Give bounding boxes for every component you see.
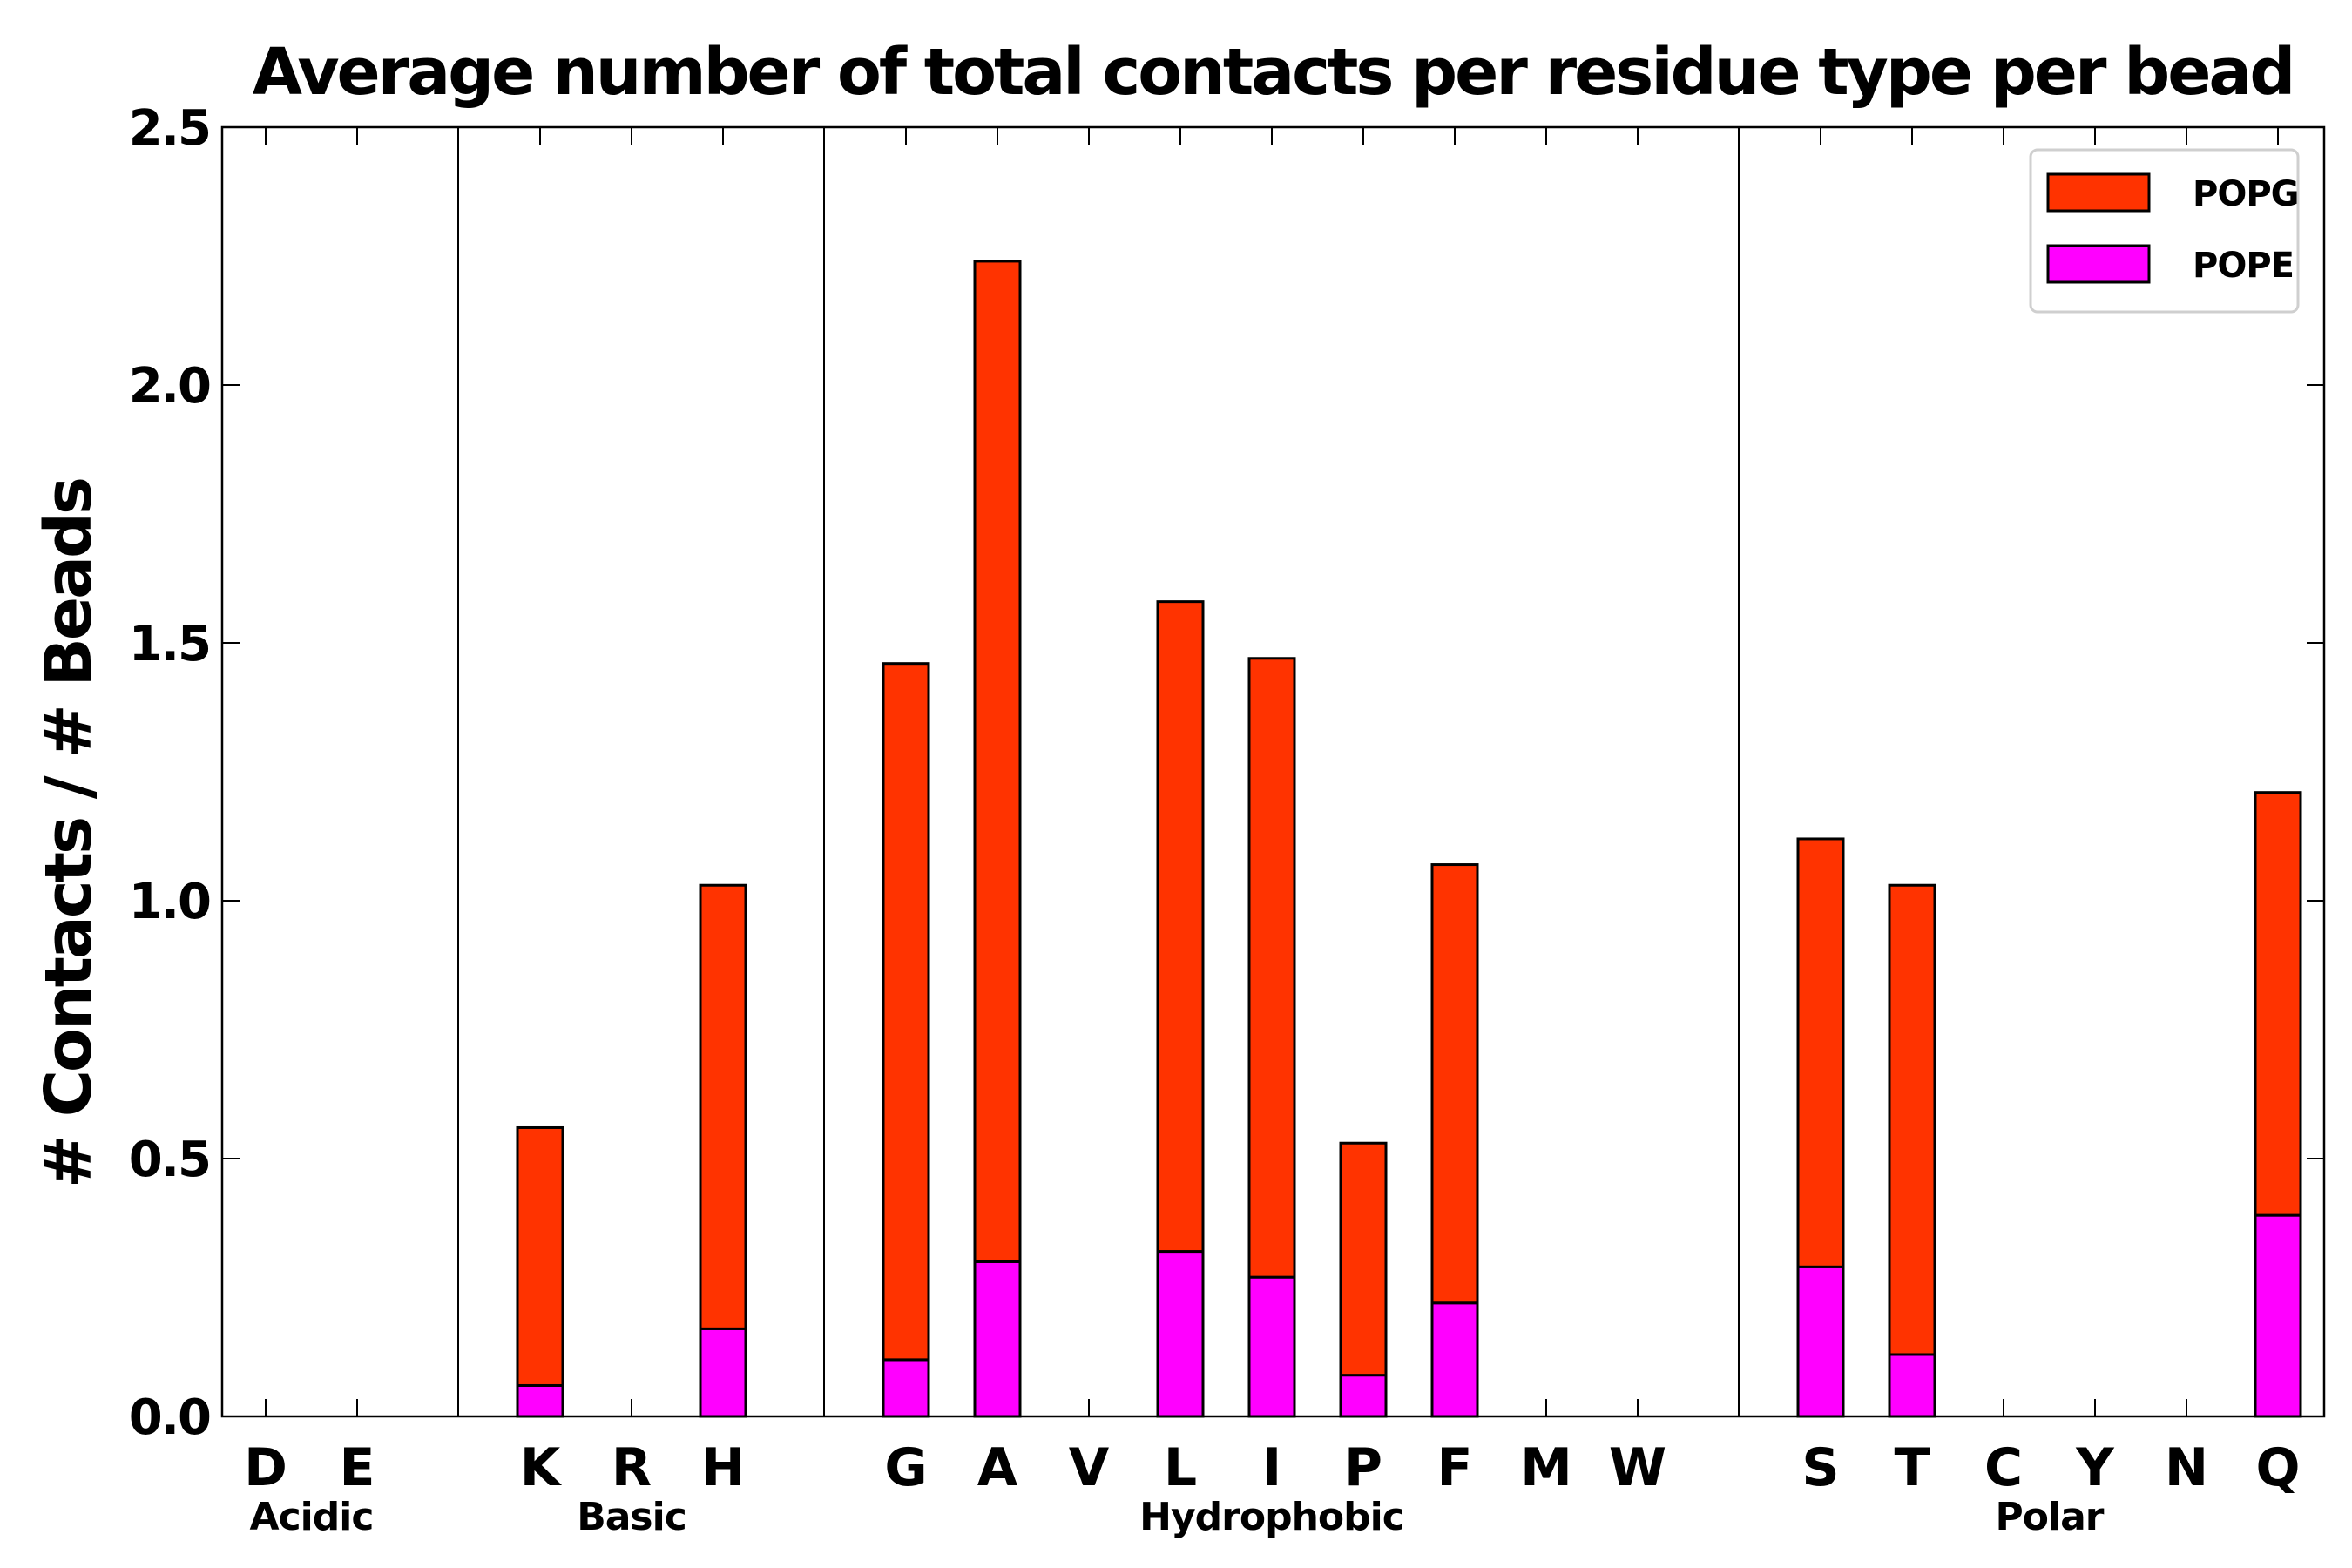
x-tick-label: R xyxy=(612,1437,652,1498)
y-tick-label: 0.0 xyxy=(129,1389,210,1446)
bar-popg-G xyxy=(882,662,930,1362)
bar-popg-A xyxy=(973,260,1022,1263)
y-tick-label: 1.0 xyxy=(129,874,210,930)
y-tick-label: 2.5 xyxy=(129,100,210,157)
x-tick-label: N xyxy=(2165,1437,2208,1498)
bar-pope-F xyxy=(1430,1301,1479,1418)
bar-pope-A xyxy=(973,1260,1022,1418)
x-tick-label: Y xyxy=(2075,1437,2115,1498)
bar-popg-K xyxy=(516,1125,564,1387)
x-tick-label: C xyxy=(1984,1437,2023,1498)
x-tick-label: M xyxy=(1520,1437,1572,1498)
x-tick-label: W xyxy=(1609,1437,1666,1498)
bar-popg-H xyxy=(699,883,747,1330)
y-axis-label: # Contacts / # Beads xyxy=(31,479,106,1188)
bar-popg-I xyxy=(1247,657,1296,1279)
y-tick-label: 2.0 xyxy=(129,358,210,415)
x-tick-label: A xyxy=(977,1437,1018,1498)
x-tick-label: G xyxy=(884,1437,927,1498)
x-tick-label: V xyxy=(1069,1437,1110,1498)
x-tick-label: H xyxy=(701,1437,745,1498)
bar-popg-F xyxy=(1430,863,1479,1305)
bar-popg-P xyxy=(1339,1141,1388,1377)
plot-area: 0.0 0.5 1.0 1.5 2.0 2.5 D E K R H G A V L I P F M W S T C Y N Q Ac… xyxy=(129,100,2326,1539)
x-tick-label: P xyxy=(1344,1437,1382,1498)
bar-popg-S xyxy=(1796,837,1845,1268)
bar-pope-L xyxy=(1156,1250,1205,1418)
bar-popg-T xyxy=(1888,883,1936,1356)
bar-pope-P xyxy=(1339,1374,1388,1418)
bar-pope-G xyxy=(882,1358,930,1418)
x-tick-label: F xyxy=(1437,1437,1473,1498)
bar-pope-I xyxy=(1247,1275,1296,1418)
legend-label-popg: POPG xyxy=(2193,174,2298,214)
bar-popg-Q xyxy=(2254,791,2302,1217)
group-label-basic: Basic xyxy=(577,1495,686,1539)
bar-pope-T xyxy=(1888,1353,1936,1418)
chart-title: Average number of total contacts per res… xyxy=(253,35,2294,110)
bar-pope-Q xyxy=(2254,1213,2302,1418)
legend-swatch-popg xyxy=(2046,172,2151,213)
x-tick-label: Q xyxy=(2255,1437,2300,1498)
legend-label-pope: POPE xyxy=(2193,246,2294,286)
y-tick-label: 0.5 xyxy=(129,1132,210,1188)
x-tick-label: S xyxy=(1801,1437,1839,1498)
x-tick-label: L xyxy=(1164,1437,1197,1498)
group-label-polar: Polar xyxy=(1996,1495,2105,1539)
x-tick-label: K xyxy=(520,1437,563,1498)
x-tick-label: T xyxy=(1895,1437,1930,1498)
x-tick-label: E xyxy=(340,1437,375,1498)
x-tick-label: I xyxy=(1262,1437,1281,1498)
bar-pope-H xyxy=(699,1327,747,1418)
x-tick-label: D xyxy=(244,1437,287,1498)
bar-pope-K xyxy=(516,1383,564,1418)
y-tick-label: 1.5 xyxy=(129,616,210,672)
legend-swatch-pope xyxy=(2046,244,2151,284)
bar-popg-L xyxy=(1156,600,1205,1254)
bar-pope-S xyxy=(1796,1265,1845,1418)
group-label-hydrophobic: Hydrophobic xyxy=(1139,1495,1404,1539)
legend: POPG POPE xyxy=(2029,148,2300,314)
group-label-acidic: Acidic xyxy=(250,1495,374,1539)
